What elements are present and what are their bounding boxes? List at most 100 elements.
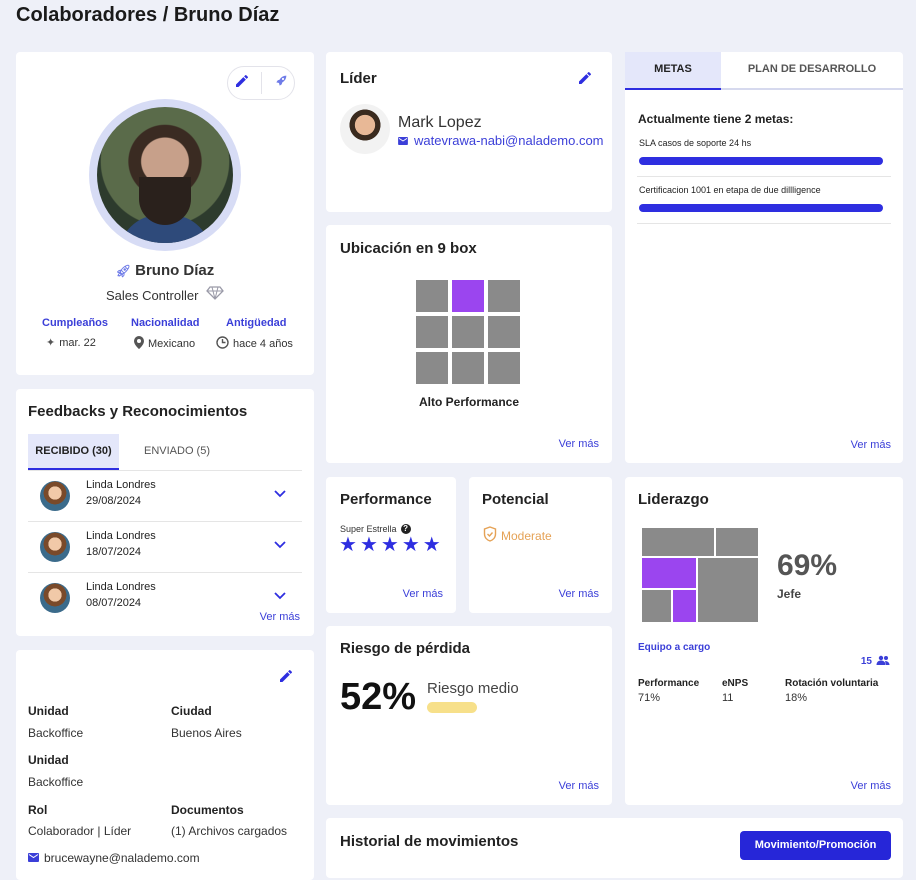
sparkle-icon: ✦: [46, 337, 56, 349]
goal-title: SLA casos de soporte 24 hs: [639, 138, 752, 148]
treemap-cell: [641, 527, 715, 557]
team-count: 15: [860, 656, 872, 667]
team-count-row[interactable]: 15: [861, 655, 890, 668]
star-icon: ★: [380, 534, 399, 556]
profile-name: Bruno Díaz: [135, 262, 215, 279]
documents-label: Documentos: [171, 803, 244, 817]
group-icon: [876, 655, 890, 668]
goal-title: Certificacion 1001 en etapa de due dilll…: [639, 185, 821, 195]
avatar-photo: [97, 107, 233, 243]
nationality-text: Mexicano: [148, 338, 196, 350]
chevron-down-icon[interactable]: [274, 587, 286, 605]
team-label[interactable]: Equipo a cargo: [638, 642, 711, 653]
see-more-link[interactable]: Ver más: [402, 588, 443, 600]
see-more-link[interactable]: Ver más: [558, 780, 599, 792]
leadership-card: Liderazgo 69% Jefe Equipo a cargo 15 Per…: [625, 477, 903, 805]
edit-icon[interactable]: [577, 70, 593, 91]
tab-development-plan[interactable]: PLAN DE DESARROLLO: [721, 52, 903, 90]
ninebox-cell: [488, 352, 520, 384]
risk-title: Riesgo de pérdida: [340, 640, 471, 657]
tab-goals[interactable]: METAS: [625, 52, 721, 90]
seniority-label: Antigüedad: [226, 317, 287, 329]
goal-item[interactable]: SLA casos de soporte 24 hs: [637, 130, 891, 177]
unit2-label: Unidad: [28, 753, 69, 767]
list-item[interactable]: Linda Londres 08/07/2024: [28, 573, 302, 624]
ninebox-cell-selected: [452, 280, 484, 312]
birthday-label: Cumpleaños: [42, 317, 109, 329]
avatar: [40, 481, 70, 511]
ninebox-cell: [488, 316, 520, 348]
profile-name-row: 🚀︎ Bruno Díaz: [16, 262, 314, 279]
enps-label: eNPS: [722, 678, 749, 689]
star-icon: ★: [401, 534, 420, 556]
enps-value: 11: [722, 692, 734, 704]
feedback-author: Linda Londres: [86, 479, 156, 491]
edit-icon[interactable]: [278, 668, 294, 689]
edit-icon[interactable]: [234, 73, 250, 94]
goal-item[interactable]: Certificacion 1001 en etapa de due dilll…: [637, 177, 891, 224]
page-title: Colaboradores / Bruno Díaz: [16, 4, 280, 26]
see-more-link[interactable]: Ver más: [558, 438, 599, 450]
treemap-cell: [641, 589, 672, 623]
feedback-author: Linda Londres: [86, 581, 156, 593]
role-label: Rol: [28, 803, 48, 817]
see-more-link[interactable]: Ver más: [558, 588, 599, 600]
goal-progress-bar: [639, 204, 883, 212]
birthday-text: mar. 22: [59, 336, 96, 349]
performance-title: Performance: [340, 491, 432, 508]
ninebox-cell: [452, 352, 484, 384]
leadership-treemap: [641, 527, 759, 623]
feedback-date: 08/07/2024: [86, 597, 142, 609]
list-item[interactable]: Linda Londres 18/07/2024: [28, 522, 302, 573]
chevron-down-icon[interactable]: [274, 536, 286, 554]
ninebox-cell: [416, 280, 448, 312]
treemap-cell-selected: [641, 557, 697, 589]
treemap-cell: [715, 527, 759, 557]
see-more-link[interactable]: Ver más: [850, 780, 891, 792]
risk-card: Riesgo de pérdida 52% Riesgo medio Ver m…: [326, 626, 612, 805]
documents-link[interactable]: (1) Archivos cargados: [171, 824, 288, 838]
location-icon: [134, 336, 144, 352]
profile-role-row: Sales Controller: [16, 286, 314, 303]
potential-value: Moderate: [501, 528, 552, 543]
tab-sent[interactable]: ENVIADO (5): [143, 445, 210, 457]
profile-actions: [227, 66, 295, 100]
role-value: Colaborador | Líder: [28, 824, 132, 838]
see-more-link[interactable]: Ver más: [850, 439, 891, 451]
tab-received[interactable]: RECIBIDO (30): [28, 434, 119, 470]
ninebox-cell: [488, 280, 520, 312]
ninebox-grid: [416, 280, 520, 384]
list-item[interactable]: Linda Londres 29/08/2024: [28, 471, 302, 522]
email-row[interactable]: brucewayne@nalademo.com: [28, 851, 200, 865]
feedback-date: 18/07/2024: [86, 546, 142, 558]
leader-email-row[interactable]: watevrawa-nabi@nalademo.com: [398, 133, 604, 148]
mail-icon: [398, 133, 408, 148]
risk-indicator-bar: [427, 702, 477, 713]
ninebox-card: Ubicación en 9 box Alto Performance Ver …: [326, 225, 612, 463]
avatar: [40, 583, 70, 613]
rocket-icon[interactable]: [273, 73, 289, 94]
shield-icon: [483, 526, 497, 545]
rotation-label: Rotación voluntaria: [785, 678, 879, 689]
performance-label: Super Estrella: [340, 524, 397, 534]
profile-card: 🚀︎ Bruno Díaz Sales Controller Cumpleaño…: [16, 52, 314, 375]
avatar: [40, 532, 70, 562]
star-icon: ★: [422, 534, 441, 556]
chevron-down-icon[interactable]: [274, 485, 286, 503]
risk-percent: 52%: [340, 676, 417, 718]
rocket-icon: 🚀︎: [115, 264, 131, 278]
movement-promotion-button[interactable]: Movimiento/Promoción: [740, 831, 891, 860]
clock-icon: [216, 336, 229, 352]
city-value: Buenos Aires: [171, 726, 242, 740]
goals-card: METAS PLAN DE DESARROLLO Actualmente tie…: [625, 52, 903, 463]
ninebox-cell: [452, 316, 484, 348]
leadership-percent: 69%: [777, 549, 838, 582]
unit-value: Backoffice: [28, 726, 84, 740]
seniority-text: hace 4 años: [233, 338, 293, 350]
ninebox-caption: Alto Performance: [418, 395, 520, 409]
ninebox-cell: [416, 352, 448, 384]
feedback-date: 29/08/2024: [86, 495, 142, 507]
help-icon[interactable]: ?: [400, 524, 411, 534]
perf-stat-value: 71%: [638, 692, 661, 704]
see-more-link[interactable]: Ver más: [259, 611, 300, 623]
